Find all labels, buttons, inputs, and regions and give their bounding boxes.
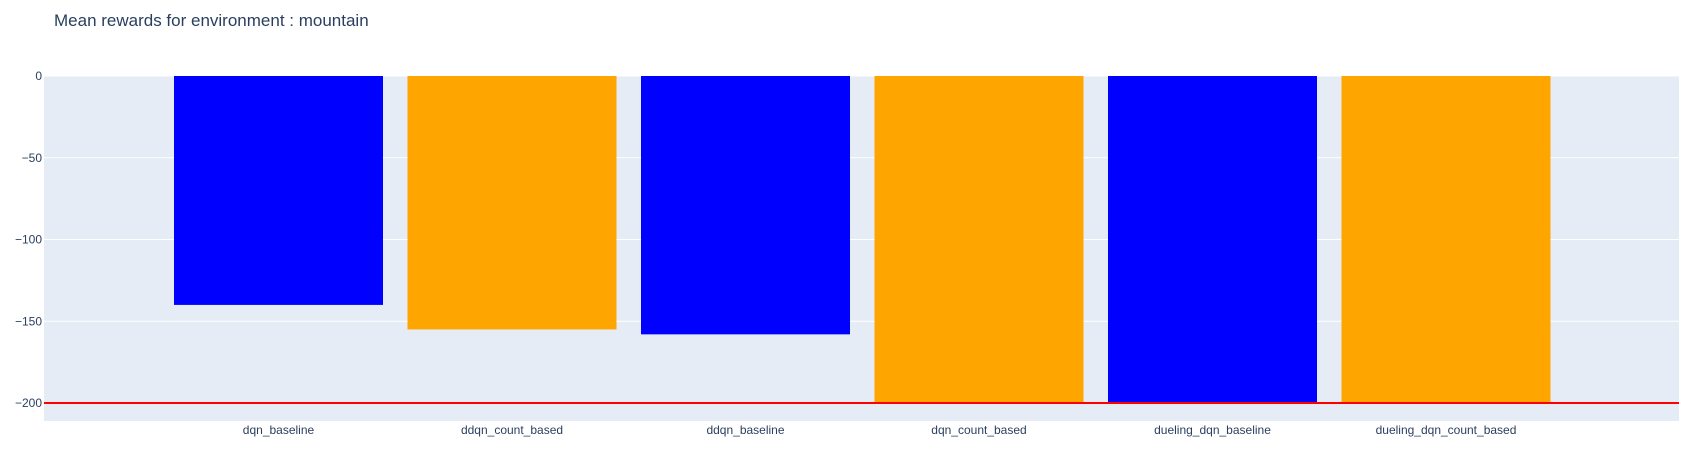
y-tick-label: −100 xyxy=(15,233,42,247)
x-axis-ticks: dqn_baseline ddqn_count_based ddqn_baselin… xyxy=(243,423,1517,437)
y-tick-label: −200 xyxy=(15,396,42,410)
bar-ddqn-count-based xyxy=(407,76,617,330)
y-axis-ticks: 0 −50 −100 −150 −200 xyxy=(15,69,42,410)
bar-ddqn-baseline xyxy=(641,76,850,335)
x-tick-label: dqn_count_based xyxy=(931,423,1026,437)
bar-dqn-count-based xyxy=(874,76,1084,404)
x-tick-label: dqn_baseline xyxy=(243,423,315,437)
bar-dueling-dqn-count-based xyxy=(1341,76,1551,404)
bar-dueling-dqn-baseline xyxy=(1108,76,1317,404)
x-tick-label: ddqn_baseline xyxy=(706,423,784,437)
y-tick-label: −50 xyxy=(22,151,43,165)
x-tick-label: ddqn_count_based xyxy=(461,423,563,437)
x-tick-label: dueling_dqn_baseline xyxy=(1154,423,1271,437)
chart-title: Mean rewards for environment : mountain xyxy=(54,11,369,30)
y-tick-label: 0 xyxy=(35,69,42,83)
bar-dqn-baseline xyxy=(174,76,383,305)
bars xyxy=(174,76,1551,404)
x-tick-label: dueling_dqn_count_based xyxy=(1376,423,1517,437)
y-tick-label: −150 xyxy=(15,314,42,328)
